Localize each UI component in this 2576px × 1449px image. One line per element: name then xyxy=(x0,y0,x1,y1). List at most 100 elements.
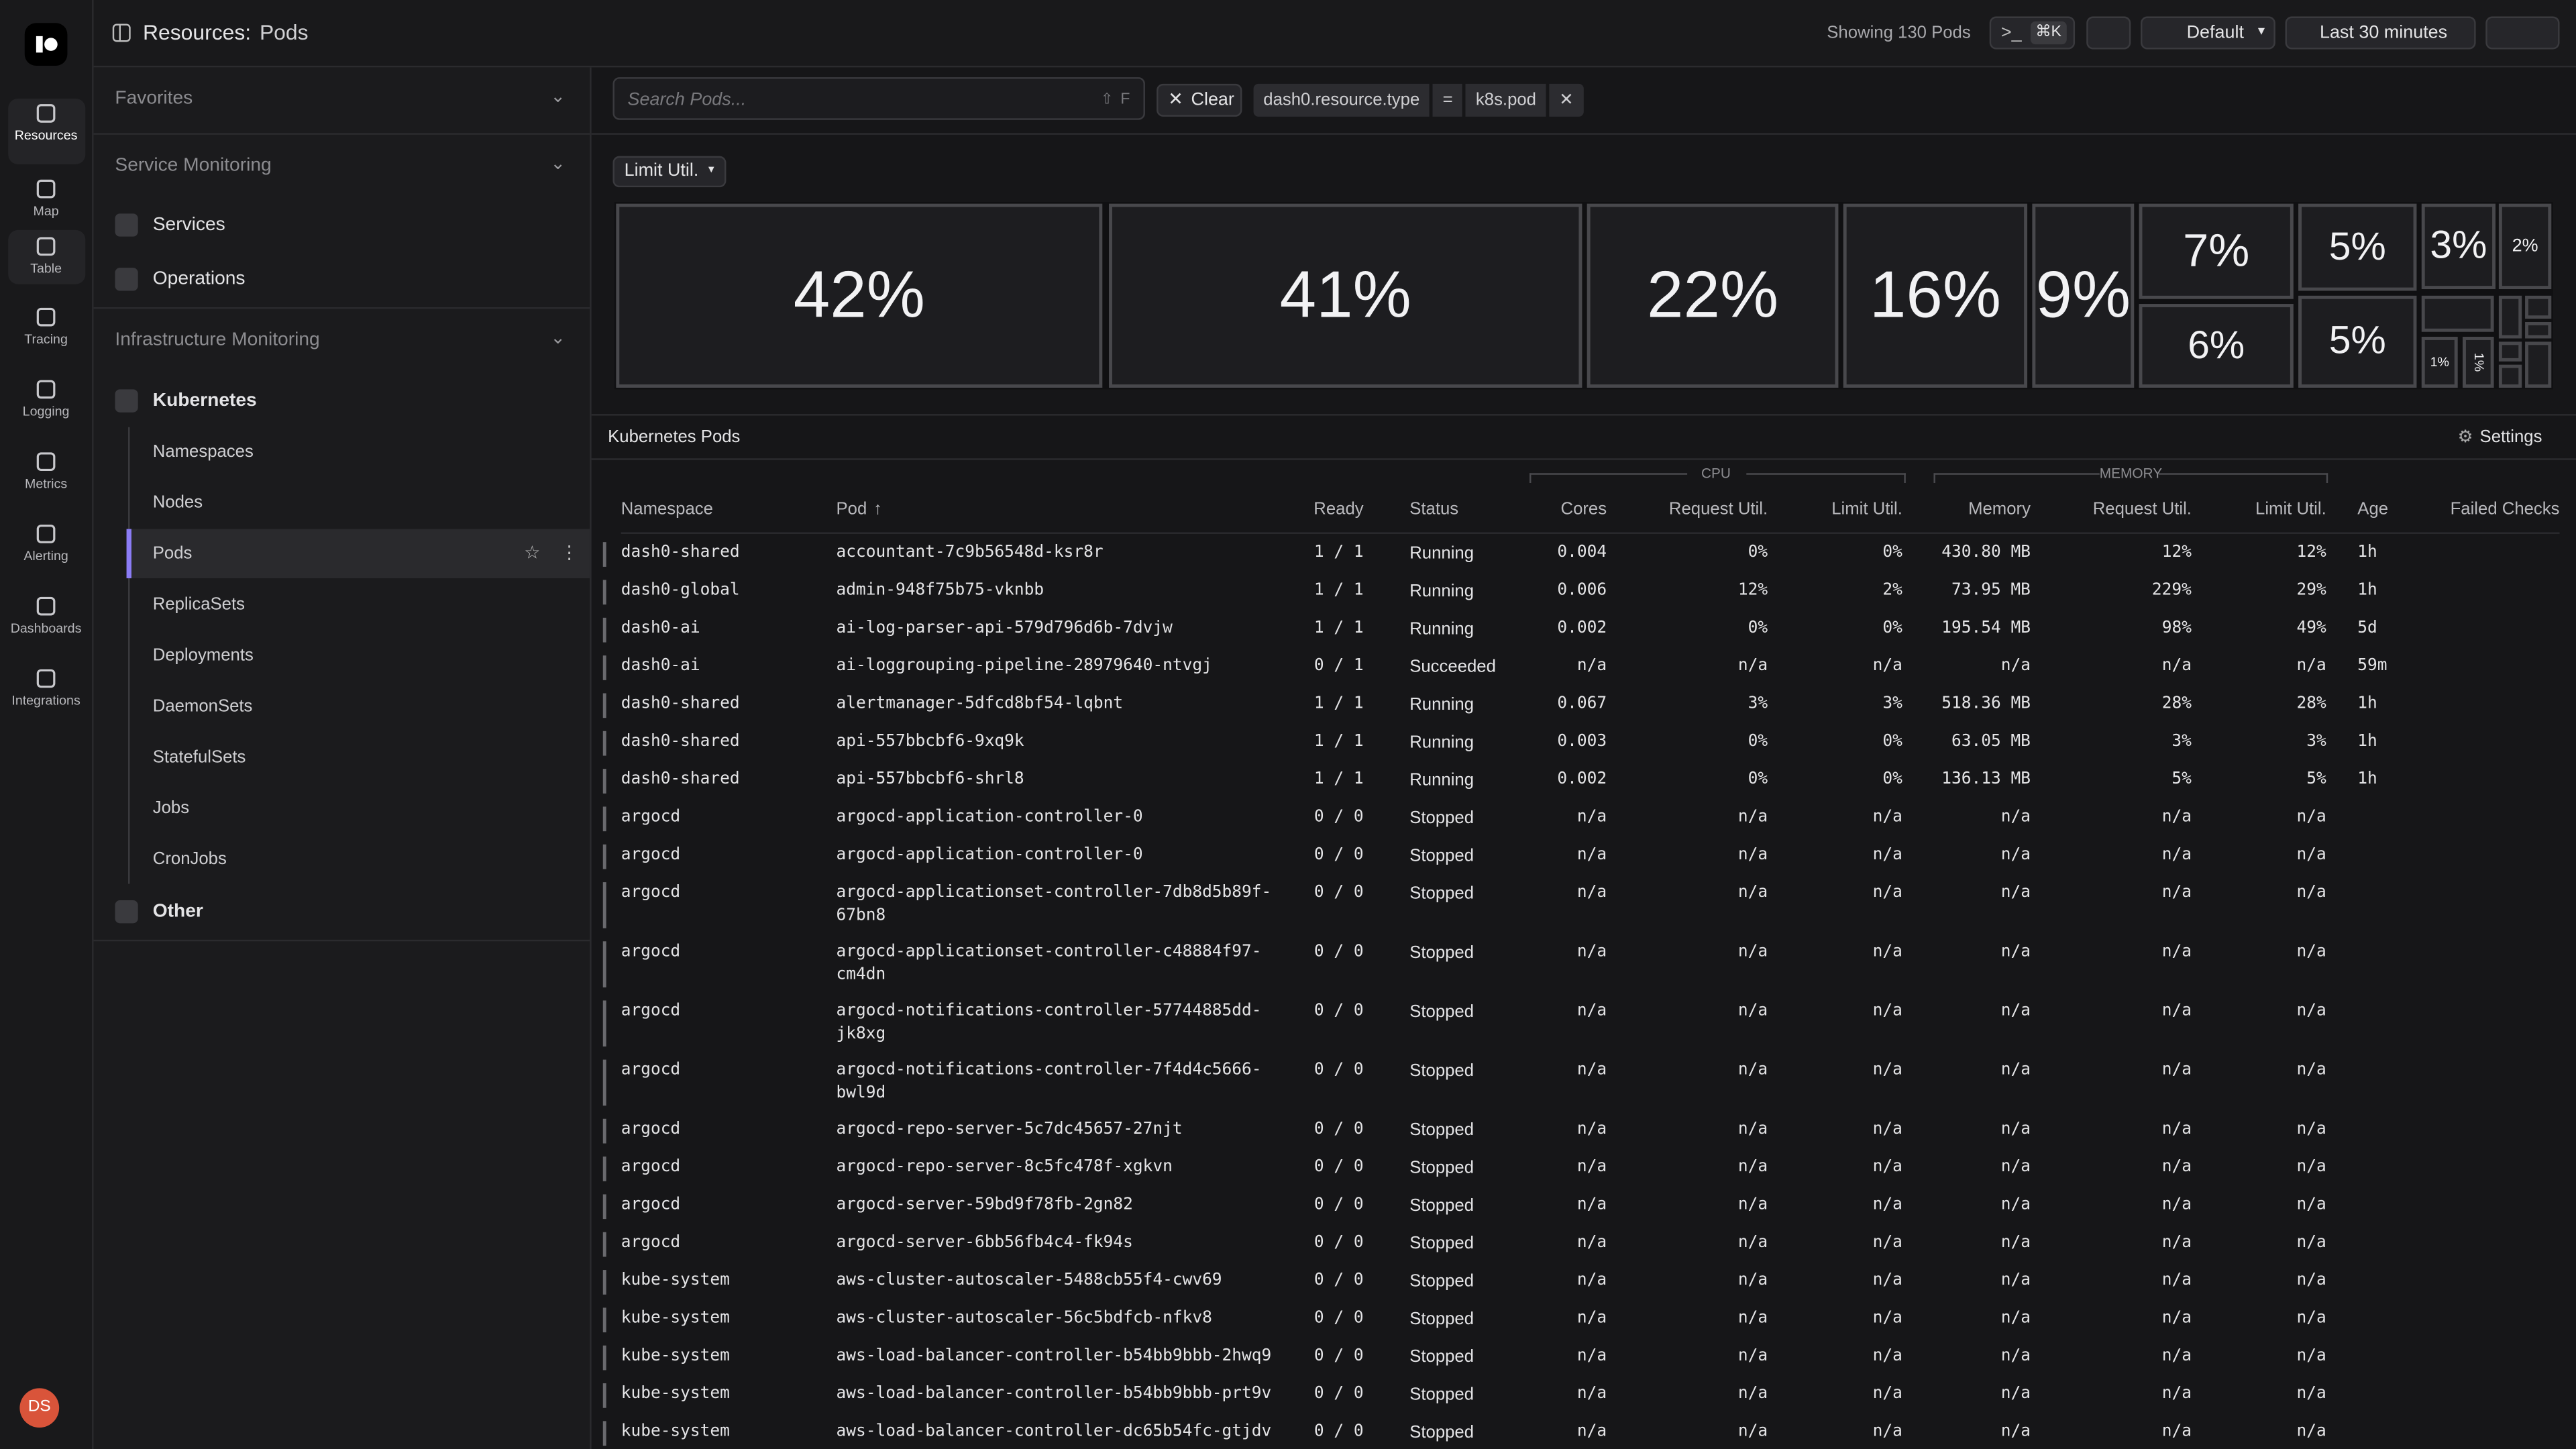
treemap-cell[interactable]: 42% xyxy=(616,203,1103,388)
column-header[interactable]: Limit Util. xyxy=(1831,499,1902,519)
treemap-label: 9% xyxy=(2035,258,2131,331)
rail-item[interactable]: Resources xyxy=(0,102,92,143)
table-row[interactable]: kube-system aws-load-balancer-controller-… xyxy=(602,1375,2560,1413)
cell: n/a xyxy=(1576,1309,1607,1328)
table-row[interactable]: kube-system aws-load-balancer-controller-… xyxy=(602,1337,2560,1375)
chevron[interactable]: ⌄ xyxy=(550,328,566,349)
cell: 28% xyxy=(2296,694,2326,713)
search-box[interactable]: Search Pods... ⇧ F xyxy=(612,77,1145,120)
nav-item[interactable]: Other xyxy=(152,902,203,922)
treemap-cell[interactable]: 6% xyxy=(2139,304,2294,388)
nav-section[interactable]: Favorites xyxy=(115,89,193,109)
clear-button[interactable]: ✕ Clear xyxy=(1157,83,1242,117)
filter-chip[interactable]: dash0.resource.type = k8s.pod ✕ xyxy=(1253,83,1584,117)
settings-button[interactable]: ⚙ Settings xyxy=(2458,427,2542,447)
table-row[interactable]: argocd argocd-server-6bb56fb4c4-fk94s 0 / … xyxy=(602,1224,2560,1261)
treemap-cell[interactable]: 22% xyxy=(1587,203,1839,388)
treemap-cell xyxy=(2421,295,2494,332)
column-header[interactable]: Status xyxy=(1409,499,1459,519)
table-row[interactable]: kube-system aws-cluster-autoscaler-56c5bd… xyxy=(602,1299,2560,1337)
rail-item[interactable]: Metrics xyxy=(0,450,92,491)
nav-item[interactable]: Operations xyxy=(152,269,246,290)
treemap-cell[interactable]: 7% xyxy=(2139,203,2294,299)
column-header[interactable]: Request Util. xyxy=(1668,499,1768,519)
table-row[interactable]: dash0-shared alertmanager-5dfcd8bf54-lqbn… xyxy=(602,685,2560,722)
treemap-cell[interactable]: 5% xyxy=(2298,295,2417,388)
column-header[interactable]: Failed Checks xyxy=(2450,499,2560,519)
nav-subitem[interactable]: Pods xyxy=(152,543,193,564)
command-button[interactable]: >_ ⌘K xyxy=(1989,16,2076,50)
refresh-button[interactable] xyxy=(2485,16,2560,50)
treemap-cell[interactable]: 1% xyxy=(2421,337,2458,388)
table-row[interactable]: dash0-ai ai-loggrouping-pipeline-28979640… xyxy=(602,647,2560,685)
nav-item[interactable]: Services xyxy=(152,215,225,235)
rail-item[interactable]: Tracing xyxy=(0,306,92,347)
logo[interactable] xyxy=(24,23,68,66)
table-row[interactable]: dash0-shared api-557bbcbf6-9xq9k 1 / 1 Runn… xyxy=(602,723,2560,761)
star-icon[interactable]: ☆ xyxy=(524,543,541,564)
table-row[interactable]: argocd argocd-applicationset-controller-7… xyxy=(602,874,2560,933)
column-header[interactable]: Cores xyxy=(1560,499,1607,519)
table-row[interactable]: kube-system aws-cluster-autoscaler-5488cb… xyxy=(602,1262,2560,1299)
treemap-cell[interactable]: 9% xyxy=(2032,203,2135,388)
treemap-cell[interactable]: 2% xyxy=(2498,203,2552,290)
broadcast-button[interactable] xyxy=(2086,16,2131,50)
cell: dash0-global xyxy=(621,581,740,600)
rail-item[interactable]: Table xyxy=(0,235,92,276)
chevron[interactable]: ⌄ xyxy=(550,87,566,107)
nav-section[interactable]: Infrastructure Monitoring xyxy=(115,330,320,350)
time-range-select[interactable]: Last 30 minutes xyxy=(2285,16,2476,50)
table-row[interactable]: argocd argocd-server-59bd9f78fb-2gn82 0 / … xyxy=(602,1186,2560,1224)
column-header[interactable]: Pod ↑ xyxy=(836,499,882,519)
nav-subitem[interactable]: ReplicaSets xyxy=(152,594,245,614)
filter-remove[interactable]: ✕ xyxy=(1549,83,1584,117)
table-row[interactable]: argocd argocd-notifications-controller-7f… xyxy=(602,1051,2560,1110)
treemap-cell[interactable]: 1% xyxy=(2463,337,2494,388)
nav-subitem[interactable]: CronJobs xyxy=(152,849,227,869)
column-header[interactable]: Memory xyxy=(1968,499,2031,519)
treemap-cell[interactable]: 41% xyxy=(1109,203,1582,388)
more-icon[interactable]: ⋮ xyxy=(560,543,579,564)
table-row[interactable]: kube-system aws-load-balancer-controller-… xyxy=(602,1413,2560,1449)
chevron[interactable]: ⌄ xyxy=(550,154,566,174)
table-row[interactable]: dash0-shared accountant-7c9b56548d-ksr8r 1… xyxy=(602,534,2560,572)
table-row[interactable]: argocd argocd-application-controller-0 0 /… xyxy=(602,837,2560,874)
nav-subitem[interactable]: Nodes xyxy=(152,492,203,513)
rail-item[interactable]: Alerting xyxy=(0,523,92,564)
table-row[interactable]: argocd argocd-notifications-controller-57… xyxy=(602,992,2560,1051)
rail-item[interactable]: Map xyxy=(0,177,92,219)
view-select[interactable]: Default ▼ xyxy=(2141,16,2275,50)
nav-subitem[interactable]: Jobs xyxy=(152,798,190,818)
treemap-cell[interactable]: 5% xyxy=(2298,203,2417,291)
cell: n/a xyxy=(1737,1002,1768,1020)
sidebar-toggle-icon[interactable] xyxy=(112,23,131,42)
column-header[interactable]: Limit Util. xyxy=(2255,499,2326,519)
cell: n/a xyxy=(1872,1061,1902,1079)
table-row[interactable]: dash0-global admin-948f75b75-vknbb 1 / 1 Ru… xyxy=(602,572,2560,609)
nav-group[interactable]: Kubernetes xyxy=(152,390,257,411)
column-header[interactable]: Age xyxy=(2357,499,2389,519)
table-row[interactable]: argocd argocd-application-controller-0 0 /… xyxy=(602,798,2560,836)
metric-select[interactable]: Limit Util. ▼ xyxy=(612,156,727,188)
nav-subitem[interactable]: Deployments xyxy=(152,645,254,665)
rail-item[interactable]: Integrations xyxy=(0,667,92,708)
table-row[interactable]: dash0-ai ai-log-parser-api-579d796d6b-7dv… xyxy=(602,610,2560,647)
treemap-cell[interactable]: 3% xyxy=(2421,203,2496,290)
column-header[interactable]: Namespace xyxy=(621,499,713,519)
nav-subitem[interactable]: StatefulSets xyxy=(152,747,246,767)
rail-item[interactable]: Dashboards xyxy=(0,595,92,636)
table-row[interactable]: argocd argocd-repo-server-8c5fc478f-xgkvn… xyxy=(602,1148,2560,1186)
rail-icon xyxy=(36,307,56,327)
table-row[interactable]: dash0-shared api-557bbcbf6-shrl8 1 / 1 Runn… xyxy=(602,761,2560,798)
avatar[interactable]: DS xyxy=(19,1388,60,1428)
table-row[interactable]: argocd argocd-applicationset-controller-c… xyxy=(602,933,2560,992)
rail-item[interactable]: Logging xyxy=(0,378,92,419)
nav-subitem[interactable]: DaemonSets xyxy=(152,696,253,716)
treemap-cell[interactable]: 16% xyxy=(1843,203,2028,388)
nav-subitem[interactable]: Namespaces xyxy=(152,441,254,462)
column-header[interactable]: Request Util. xyxy=(2092,499,2192,519)
treemap-label: 1% xyxy=(2430,354,2449,370)
table-row[interactable]: argocd argocd-repo-server-5c7dc45657-27nj… xyxy=(602,1111,2560,1148)
nav-section[interactable]: Service Monitoring xyxy=(115,156,272,176)
column-header[interactable]: Ready xyxy=(1313,499,1364,519)
